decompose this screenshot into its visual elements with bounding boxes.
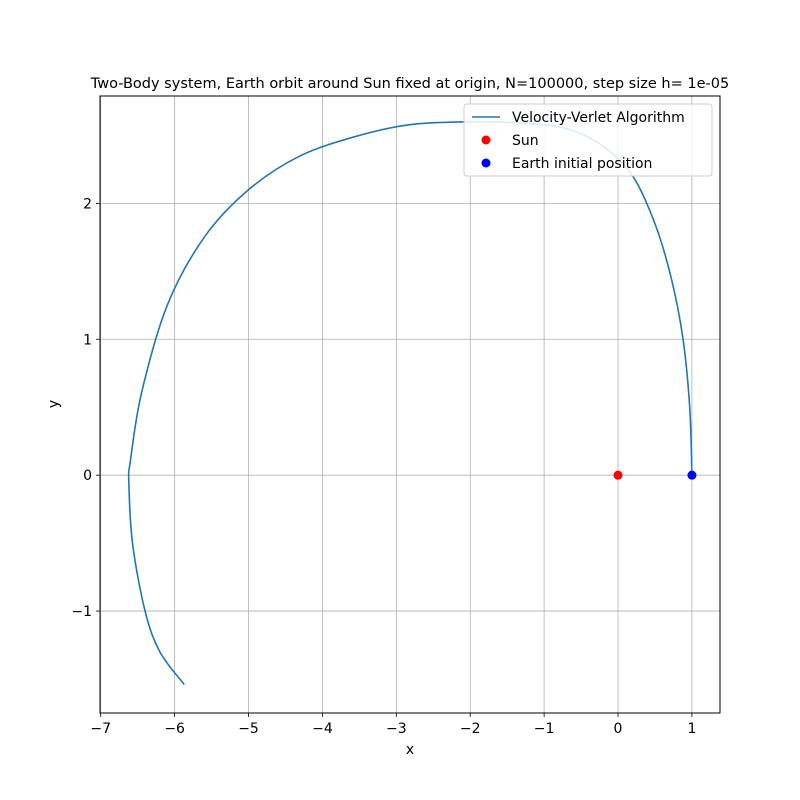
x-axis-label: x	[406, 742, 414, 758]
chart-title: Two-Body system, Earth orbit around Sun …	[90, 76, 729, 92]
y-tick-label: 1	[83, 332, 92, 348]
tick-layer: −7 −6 −5 −4 −3 −2 −1 0 1 −1 0 1 2	[71, 196, 696, 737]
orbit-trajectory-line	[127, 120, 693, 685]
x-tick-label: −7	[90, 721, 111, 737]
legend-marker-swatch	[481, 158, 491, 168]
y-tick-label: −1	[71, 604, 92, 620]
x-tick-label: −4	[312, 721, 333, 737]
y-axis-label: y	[46, 400, 62, 408]
data-layer	[127, 120, 697, 685]
x-tick-label: 1	[687, 721, 696, 737]
sun-point	[613, 470, 623, 480]
x-tick-label: 0	[614, 721, 623, 737]
x-tick-label: −6	[164, 721, 185, 737]
x-tick-label: −3	[386, 721, 407, 737]
legend-box	[463, 103, 713, 177]
y-tick-label: 2	[83, 196, 92, 212]
legend-entry-label: Earth initial position	[512, 156, 652, 172]
legend: Velocity-Verlet Algorithm Sun Earth initia…	[463, 103, 713, 177]
x-tick-label: −1	[534, 721, 555, 737]
legend-entry-label: Velocity-Verlet Algorithm	[512, 110, 685, 126]
x-tick-label: −5	[238, 721, 259, 737]
y-tick-label: 0	[83, 468, 92, 484]
legend-entry-label: Sun	[512, 133, 539, 149]
legend-marker-swatch	[481, 135, 491, 145]
plot-frame	[99, 95, 721, 714]
earth-initial-point	[687, 470, 697, 480]
x-tick-label: −2	[460, 721, 481, 737]
